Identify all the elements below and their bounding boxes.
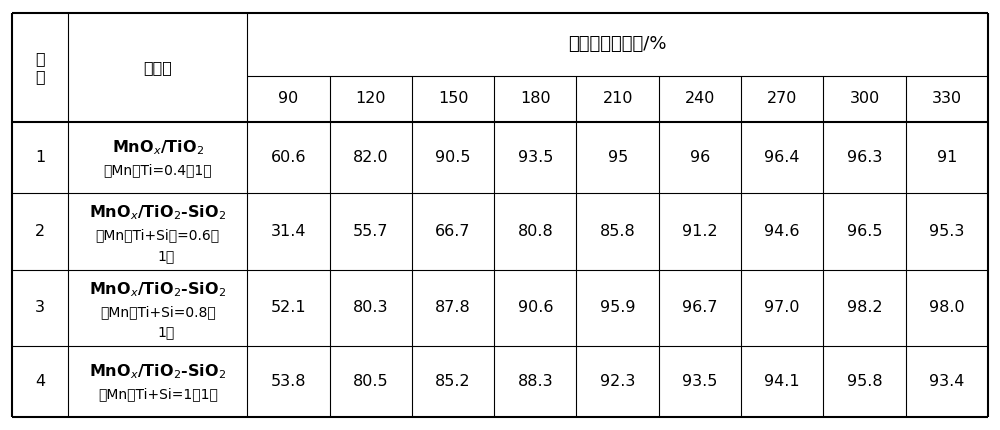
Text: 150: 150 bbox=[438, 91, 468, 106]
Text: （Mn：Ti+Si=1：1）: （Mn：Ti+Si=1：1） bbox=[98, 387, 218, 402]
Text: 52.1: 52.1 bbox=[271, 301, 306, 316]
Text: 85.2: 85.2 bbox=[435, 374, 471, 389]
Text: （Mn：Ti+Si）=0.6：: （Mn：Ti+Si）=0.6： bbox=[96, 228, 220, 242]
Text: 210: 210 bbox=[602, 91, 633, 106]
Text: 93.4: 93.4 bbox=[929, 374, 965, 389]
Text: 300: 300 bbox=[849, 91, 880, 106]
Text: 95.8: 95.8 bbox=[847, 374, 882, 389]
Text: 1）: 1） bbox=[158, 249, 175, 263]
Text: 93.5: 93.5 bbox=[682, 374, 718, 389]
Text: MnO$_x$/TiO$_2$-SiO$_2$: MnO$_x$/TiO$_2$-SiO$_2$ bbox=[89, 203, 226, 222]
Text: 3: 3 bbox=[35, 301, 45, 316]
Text: 96.7: 96.7 bbox=[682, 301, 718, 316]
Text: 85.8: 85.8 bbox=[600, 224, 636, 239]
Text: 氮氧化物转化率/%: 氮氧化物转化率/% bbox=[568, 35, 667, 53]
Text: （Mn：Ti=0.4：1）: （Mn：Ti=0.4：1） bbox=[103, 163, 212, 177]
Text: 催化剂: 催化剂 bbox=[143, 60, 172, 75]
Text: 90.5: 90.5 bbox=[435, 150, 471, 165]
Text: 1: 1 bbox=[35, 150, 45, 165]
Text: 240: 240 bbox=[685, 91, 715, 106]
Text: 1）: 1） bbox=[158, 326, 175, 340]
Text: 80.3: 80.3 bbox=[353, 301, 388, 316]
Text: 97.0: 97.0 bbox=[764, 301, 800, 316]
Text: MnO$_x$/TiO$_2$-SiO$_2$: MnO$_x$/TiO$_2$-SiO$_2$ bbox=[89, 280, 226, 299]
Text: 96.3: 96.3 bbox=[847, 150, 882, 165]
Text: MnO$_x$/TiO$_2$: MnO$_x$/TiO$_2$ bbox=[112, 138, 204, 157]
Text: （Mn：Ti+Si=0.8：: （Mn：Ti+Si=0.8： bbox=[100, 305, 216, 319]
Text: 95: 95 bbox=[608, 150, 628, 165]
Text: 120: 120 bbox=[355, 91, 386, 106]
Text: 95.3: 95.3 bbox=[929, 224, 965, 239]
Text: 93.5: 93.5 bbox=[518, 150, 553, 165]
Text: 96.4: 96.4 bbox=[764, 150, 800, 165]
Text: 94.1: 94.1 bbox=[764, 374, 800, 389]
Text: 66.7: 66.7 bbox=[435, 224, 471, 239]
Text: 87.8: 87.8 bbox=[435, 301, 471, 316]
Text: 91: 91 bbox=[937, 150, 957, 165]
Text: 90: 90 bbox=[278, 91, 299, 106]
Text: 94.6: 94.6 bbox=[764, 224, 800, 239]
Text: 55.7: 55.7 bbox=[353, 224, 388, 239]
Text: 330: 330 bbox=[932, 91, 962, 106]
Text: 180: 180 bbox=[520, 91, 551, 106]
Text: 92.3: 92.3 bbox=[600, 374, 635, 389]
Text: 270: 270 bbox=[767, 91, 797, 106]
Text: 96.5: 96.5 bbox=[847, 224, 882, 239]
Text: 4: 4 bbox=[35, 374, 45, 389]
Text: 80.8: 80.8 bbox=[517, 224, 553, 239]
Text: 90.6: 90.6 bbox=[518, 301, 553, 316]
Text: 96: 96 bbox=[690, 150, 710, 165]
Text: MnO$_x$/TiO$_2$-SiO$_2$: MnO$_x$/TiO$_2$-SiO$_2$ bbox=[89, 362, 226, 381]
Text: 53.8: 53.8 bbox=[271, 374, 306, 389]
Text: 2: 2 bbox=[35, 224, 45, 239]
Text: 82.0: 82.0 bbox=[353, 150, 389, 165]
Text: 例
子: 例 子 bbox=[35, 51, 45, 84]
Text: 91.2: 91.2 bbox=[682, 224, 718, 239]
Text: 60.6: 60.6 bbox=[271, 150, 306, 165]
Text: 98.2: 98.2 bbox=[847, 301, 882, 316]
Text: 80.5: 80.5 bbox=[353, 374, 389, 389]
Text: 95.9: 95.9 bbox=[600, 301, 635, 316]
Text: 31.4: 31.4 bbox=[271, 224, 306, 239]
Text: 88.3: 88.3 bbox=[518, 374, 553, 389]
Text: 98.0: 98.0 bbox=[929, 301, 965, 316]
